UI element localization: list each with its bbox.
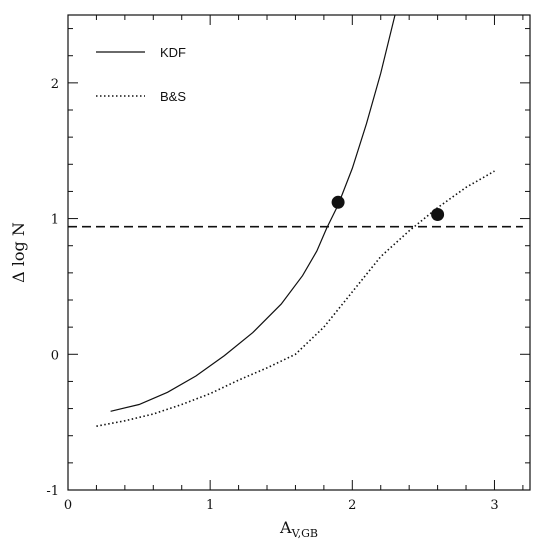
markers [331,195,445,221]
x-axis-title: AV,GB [279,518,318,540]
data-marker [331,195,345,209]
legend: KDF B&S [96,45,186,104]
y-axis-title: Δ log N [9,222,28,283]
data-layer [68,15,523,427]
legend-label-b-s: B&S [160,89,186,104]
axis-ticks [67,15,530,491]
series-line-kdf [110,15,396,412]
y-tick-label: 0 [51,348,59,363]
x-axis-title-main: A [279,518,292,537]
data-marker [431,208,445,221]
x-tick-label: 3 [490,498,498,513]
legend-label-kdf: KDF [160,45,186,60]
x-tick-label: 2 [348,498,356,513]
y-tick-label: 1 [51,213,59,228]
axis-tick-labels: 0 1 2 3 -1 0 1 2 [46,77,498,513]
x-axis-title-subscript: V,GB [291,527,318,540]
x-tick-label: 0 [64,498,72,513]
x-tick-label: 1 [206,498,214,513]
series-line-b-s [96,170,495,427]
y-tick-label: -1 [46,484,59,499]
plot-frame [67,14,531,491]
y-tick-label: 2 [51,77,59,92]
